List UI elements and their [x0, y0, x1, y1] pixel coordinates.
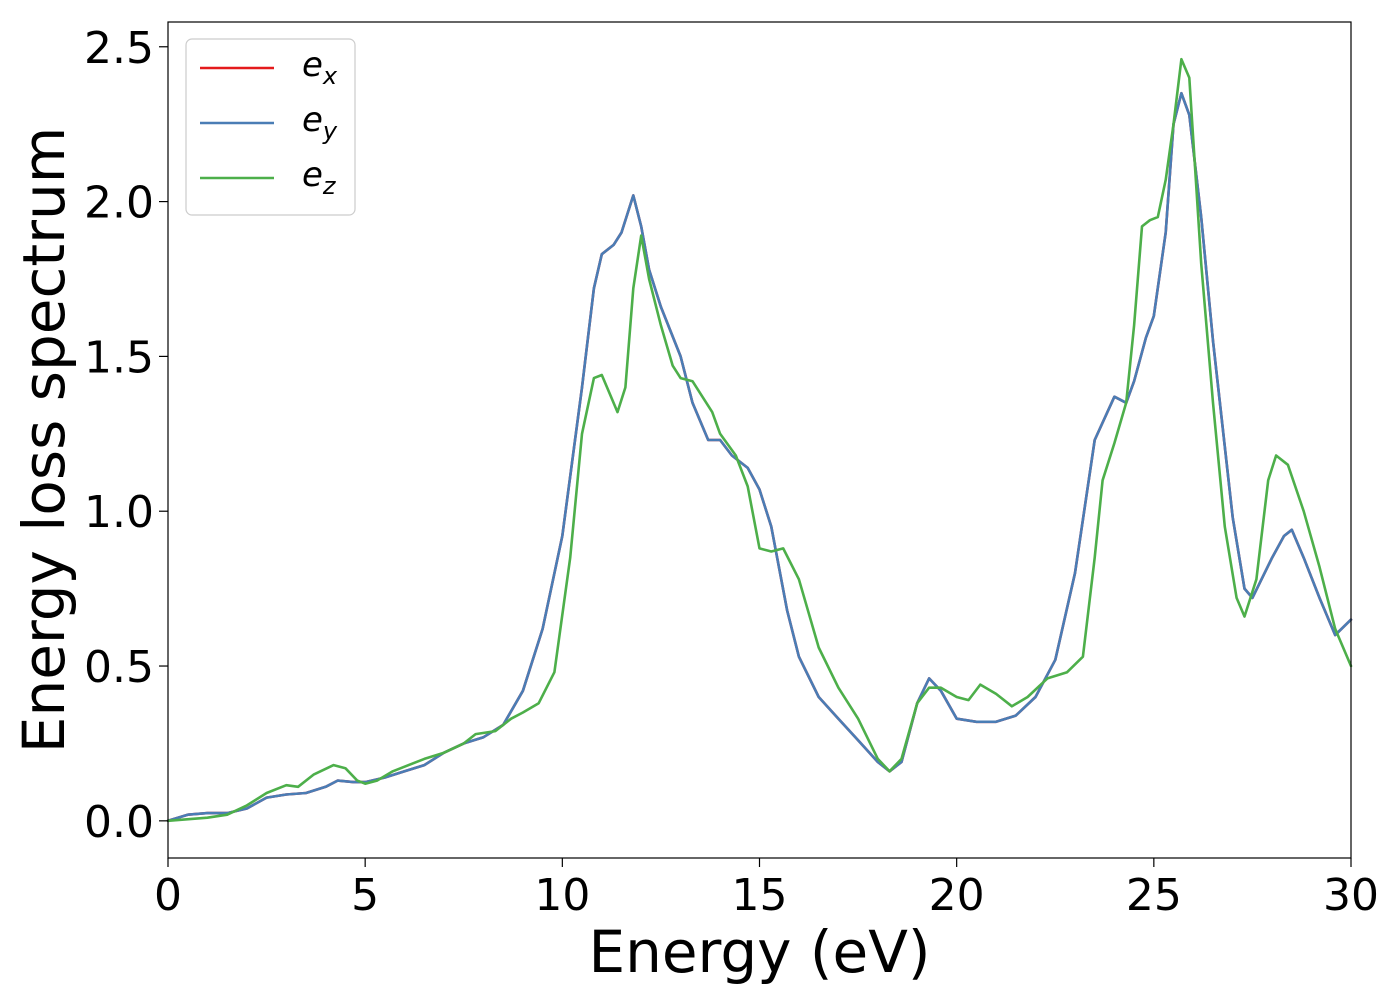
y-tick-label: 1.0: [84, 487, 154, 538]
plot-lines: [166, 57, 1353, 823]
x-tick-label: 15: [732, 870, 788, 921]
x-tick-label: 0: [154, 870, 182, 921]
legend-label-base: e: [302, 100, 323, 140]
x-axis-label: Energy (eV): [588, 918, 930, 986]
legend-label-subscript: x: [322, 62, 338, 90]
y-axis: 0.0 0.5 1.0 1.5 2.0 2.5: [84, 23, 168, 848]
y-tick-label: 2.5: [84, 23, 154, 74]
series-line-ey: [166, 91, 1353, 823]
legend-box: [185, 38, 356, 216]
legend-label-ez: ez: [302, 155, 337, 200]
x-tick-label: 20: [929, 870, 985, 921]
y-tick-label: 0.0: [84, 797, 154, 848]
x-tick-label: 10: [534, 870, 590, 921]
legend-label-ey: ey: [302, 100, 338, 145]
legend-label-ex: ex: [302, 45, 338, 90]
legend-label-subscript: y: [322, 117, 338, 145]
y-tick-label: 1.5: [84, 332, 154, 383]
y-tick-label: 2.0: [84, 178, 154, 229]
legend-label-base: e: [302, 155, 323, 195]
x-tick-label: 25: [1126, 870, 1182, 921]
legend-label-base: e: [302, 45, 323, 85]
legend-label-subscript: z: [322, 172, 337, 200]
series-line-ez: [166, 57, 1353, 823]
y-tick-label: 0.5: [84, 642, 154, 693]
y-axis-label: Energy loss spectrum: [10, 127, 78, 753]
x-axis: 0 5 10 15 20 25 30: [154, 858, 1379, 921]
x-tick-label: 30: [1323, 870, 1379, 921]
x-tick-label: 5: [351, 870, 379, 921]
